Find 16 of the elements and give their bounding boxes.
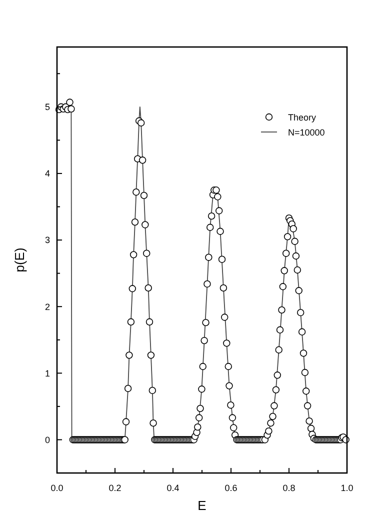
x-tick-label: 0.0 — [50, 483, 64, 493]
y-tick-label: 1 — [44, 368, 50, 378]
x-tick-label: 0.4 — [166, 483, 180, 493]
y-tick-label: 3 — [44, 235, 50, 246]
y-axis-title: p(E) — [12, 248, 27, 272]
x-tick-label: 1.0 — [340, 483, 354, 493]
x-tick-label: 0.8 — [282, 483, 296, 493]
y-tick-label: 4 — [44, 168, 50, 179]
legend-label: N=10000 — [288, 128, 325, 138]
x-axis-title: E — [198, 498, 207, 513]
legend-label: Theory — [288, 112, 317, 122]
y-tick-label: 0 — [44, 434, 50, 445]
x-tick-label: 0.6 — [224, 483, 238, 493]
y-tick-label: 2 — [44, 302, 50, 312]
y-tick-label: 5 — [44, 102, 50, 112]
x-tick-label: 0.2 — [108, 483, 122, 493]
